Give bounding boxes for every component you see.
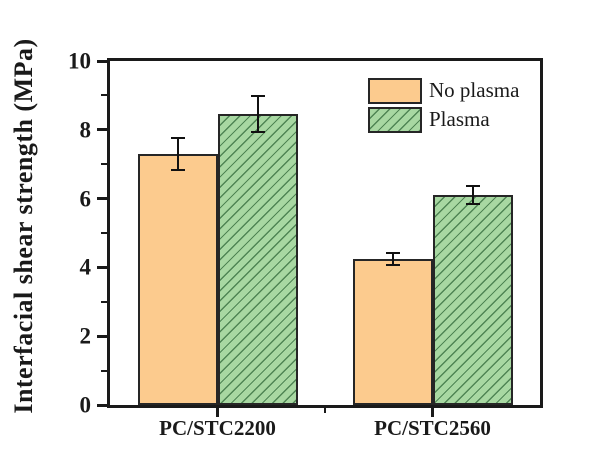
y-tick-label: 6 [79, 186, 92, 212]
plot-inner: No plasma Plasma [110, 61, 540, 405]
y-axis-minor-tick [101, 232, 107, 234]
y-axis-minor-tick [101, 94, 107, 97]
y-axis-major-tick [97, 403, 107, 407]
error-bar-line [391, 251, 394, 266]
y-axis-major-tick [97, 334, 107, 338]
y-tick-label: 2 [79, 323, 92, 349]
y-axis-major-tick [97, 265, 107, 269]
y-axis-major-tick [97, 197, 107, 201]
x-axis-minor-tick [324, 408, 326, 413]
error-bar-cap-top [170, 136, 185, 139]
x-axis-major-tick [431, 408, 434, 417]
error-bar-cap-top [465, 184, 480, 187]
x-axis-major-tick [216, 408, 219, 417]
y-tick-label: 4 [79, 254, 92, 280]
bar-no-plasma-pc-stc2560 [352, 258, 433, 405]
legend-swatch-plasma [368, 107, 422, 133]
plot-area: No plasma Plasma [107, 58, 543, 408]
bar-plasma-pc-stc2200 [217, 114, 298, 405]
bar-no-plasma-pc-stc2200 [137, 153, 218, 405]
y-axis-title: Interfacial shear strength (MPa) [9, 38, 38, 414]
y-axis-minor-tick [101, 300, 107, 303]
legend-item-no-plasma: No plasma [368, 78, 519, 104]
y-axis-minor-tick [101, 369, 107, 372]
error-bar-cap-top [385, 251, 400, 254]
error-bar-cap-bottom [170, 169, 185, 172]
x-category-label-pc-stc2560: PC/STC2560 [374, 416, 491, 440]
error-bar-line [256, 95, 259, 134]
legend-label-no-plasma: No plasma [429, 78, 520, 103]
y-axis-major-tick [97, 59, 107, 63]
legend-swatch-no-plasma [368, 78, 422, 104]
y-axis-major-tick [97, 128, 107, 132]
x-category-label-pc-stc2200: PC/STC2200 [159, 416, 276, 440]
y-tick-label: 8 [79, 117, 92, 143]
legend-label-plasma: Plasma [429, 107, 490, 132]
y-tick-label: 10 [68, 48, 91, 74]
error-bar-line [471, 184, 474, 206]
error-bar-cap-bottom [465, 203, 480, 206]
y-axis-minor-tick [101, 163, 107, 166]
error-bar-cap-bottom [250, 131, 265, 134]
error-bar-cap-bottom [385, 263, 400, 266]
legend: No plasma Plasma [368, 78, 519, 136]
legend-item-plasma: Plasma [368, 107, 519, 133]
bar-plasma-pc-stc2560 [432, 195, 513, 405]
error-bar-line [176, 136, 179, 172]
error-bar-cap-top [250, 95, 265, 98]
y-tick-label: 0 [79, 392, 92, 418]
